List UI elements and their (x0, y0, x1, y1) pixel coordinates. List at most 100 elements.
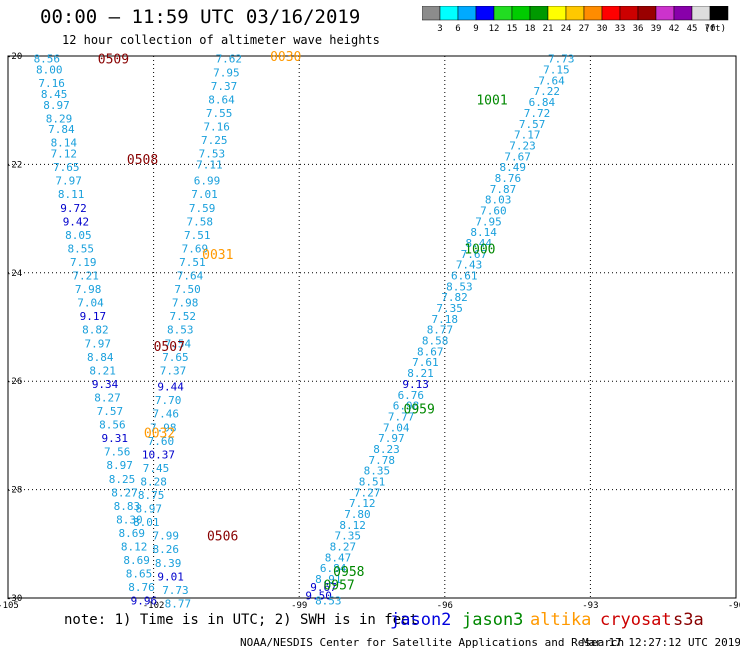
wave-height-value: 7.04 (383, 421, 410, 434)
wave-height-value: 7.37 (160, 364, 187, 377)
colorbar-tick: 12 (489, 24, 500, 32)
wave-height-value: 8.14 (470, 226, 497, 239)
track-jason3: 7.737.157.647.226.847.727.577.177.237.67… (305, 53, 574, 608)
wave-height-value: 8.83 (114, 500, 141, 513)
wave-height-value: 8.53 (167, 324, 194, 337)
wave-height-value: 6.61 (451, 270, 478, 283)
wave-height-value: 7.59 (189, 202, 216, 215)
wave-height-value: 7.65 (162, 351, 189, 364)
wave-height-value: 8.77 (427, 324, 454, 337)
pass-time-label: 0030 (270, 50, 301, 65)
colorbar-tick: 42 (669, 24, 680, 32)
colorbar-tick: 21 (543, 24, 554, 32)
lon-tick-label: -93 (582, 601, 598, 610)
wave-height-value: 8.69 (123, 554, 150, 567)
wave-height-value: 7.19 (70, 256, 97, 269)
wave-height-value: 8.44 (466, 237, 493, 250)
colorbar-tick: 6 (455, 24, 460, 32)
colorbar-tick: 3 (437, 24, 442, 32)
wave-height-value: 8.03 (485, 194, 512, 207)
wave-height-value: 7.62 (216, 53, 243, 66)
legend-jason3: jason3 (462, 610, 524, 630)
wave-height-value: 8.84 (87, 351, 114, 364)
wave-height-value: 8.27 (330, 541, 357, 554)
wave-height-value: 8.27 (111, 486, 138, 499)
wave-height-value: 7.60 (148, 435, 175, 448)
wave-height-value: 7.67 (504, 150, 531, 163)
wave-height-value: 7.45 (143, 462, 170, 475)
wave-height-value: 7.43 (456, 259, 483, 272)
page-subtitle: 12 hour collection of altimeter wave hei… (62, 33, 380, 47)
lon-tick-label: -90 (728, 601, 740, 610)
wave-height-value: 8.14 (51, 137, 78, 150)
wave-height-value: 8.58 (422, 335, 449, 348)
colorbar-tick: 30 (597, 24, 608, 32)
wave-height-value: 7.35 (436, 302, 463, 315)
colorbar-tick: 24 (561, 24, 572, 32)
wave-height-value: 7.98 (150, 421, 177, 434)
wave-height-value: 8.11 (58, 188, 85, 201)
wave-height-value: 7.69 (182, 242, 209, 255)
legend-s3a: s3a (673, 610, 704, 630)
wave-height-value: 7.16 (203, 120, 230, 133)
wave-height-value: 10.37 (142, 448, 175, 461)
lat-tick-label: -20 (6, 52, 22, 62)
wave-height-value: 8.76 (128, 581, 155, 594)
wave-height-value: 7.64 (177, 270, 204, 283)
wave-height-value: 7.99 (152, 530, 179, 543)
wave-height-value: 7.04 (77, 297, 104, 310)
wave-height-value: 9.01 (157, 570, 184, 583)
wave-height-value: 8.26 (152, 543, 179, 556)
wave-height-value: 9.44 (157, 381, 184, 394)
wave-height-value: 8.56 (34, 53, 61, 66)
wave-height-value: 7.01 (191, 188, 218, 201)
lon-tick-label: -99 (291, 601, 307, 610)
wave-height-value: 8.56 (99, 419, 126, 432)
wave-height-value: 7.70 (155, 394, 182, 407)
wave-height-value: 7.57 (97, 405, 124, 418)
wave-height-value: 8.91 (315, 573, 342, 586)
wave-height-map: -105 -102 -99 -96 -93 -90 -20 -22 -24 -26 -28 -30 8.… (0, 50, 740, 610)
pass-time-label: 0507 (154, 340, 185, 355)
wave-height-value: 8.27 (94, 391, 121, 404)
lat-tick-label: -24 (6, 269, 22, 279)
legend-altika: altika (530, 610, 592, 630)
wave-height-value: 8.65 (126, 568, 153, 581)
colorbar-tick: 27 (579, 24, 590, 32)
wave-height-value: 7.58 (186, 215, 213, 228)
wave-height-value: 7.53 (199, 148, 226, 161)
lon-tick-label: -96 (437, 601, 453, 610)
colorbar-tick: 70 (705, 24, 716, 32)
wave-height-value: 7.97 (85, 337, 112, 350)
wave-height-value: 7.18 (432, 313, 459, 326)
wave-height-value: 7.51 (184, 229, 211, 242)
wave-height-value: 8.28 (140, 475, 167, 488)
wave-height-value: 7.82 (441, 291, 468, 304)
wave-height-value: 8.82 (82, 324, 109, 337)
wave-height-value: 7.54 (165, 337, 192, 350)
pass-time-label: 0506 (207, 530, 238, 545)
wave-height-value: 9.67 (310, 581, 337, 594)
wave-height-value: 9.17 (80, 310, 107, 323)
wave-height-value: 8.77 (165, 597, 192, 610)
footer: note: 1) Time is in UTC; 2) SWH is in fe… (0, 610, 740, 650)
wave-height-value: 8.00 (36, 64, 63, 77)
pass-time-label: 1000 (464, 242, 495, 257)
wave-height-value: 7.78 (368, 454, 395, 467)
wave-height-value: 7.57 (519, 118, 546, 131)
wave-height-value: 6.99 (194, 175, 221, 188)
lon-tick-label: -102 (143, 601, 165, 610)
legend-jason2: jason2 (390, 610, 452, 630)
wave-height-value: 9.31 (102, 432, 129, 445)
track-cryosat: 8.568.007.168.458.978.297.848.147.127.65… (34, 53, 158, 608)
wave-height-value: 7.17 (514, 129, 541, 142)
wave-height-value: 7.56 (104, 446, 131, 459)
colorbar: 3 6 9 12 15 18 21 24 27 30 33 36 39 42 45 70(ft) (422, 6, 729, 32)
wave-height-value: 9.96 (131, 595, 158, 608)
wave-height-value: 8.53 (446, 280, 473, 293)
wave-height-value: 9.50 (305, 589, 332, 602)
lon-tick-label: -105 (0, 601, 19, 610)
wave-height-value: 9.42 (63, 215, 90, 228)
wave-height-value: 7.16 (38, 77, 65, 90)
colorbar-tick: 18 (525, 24, 536, 32)
